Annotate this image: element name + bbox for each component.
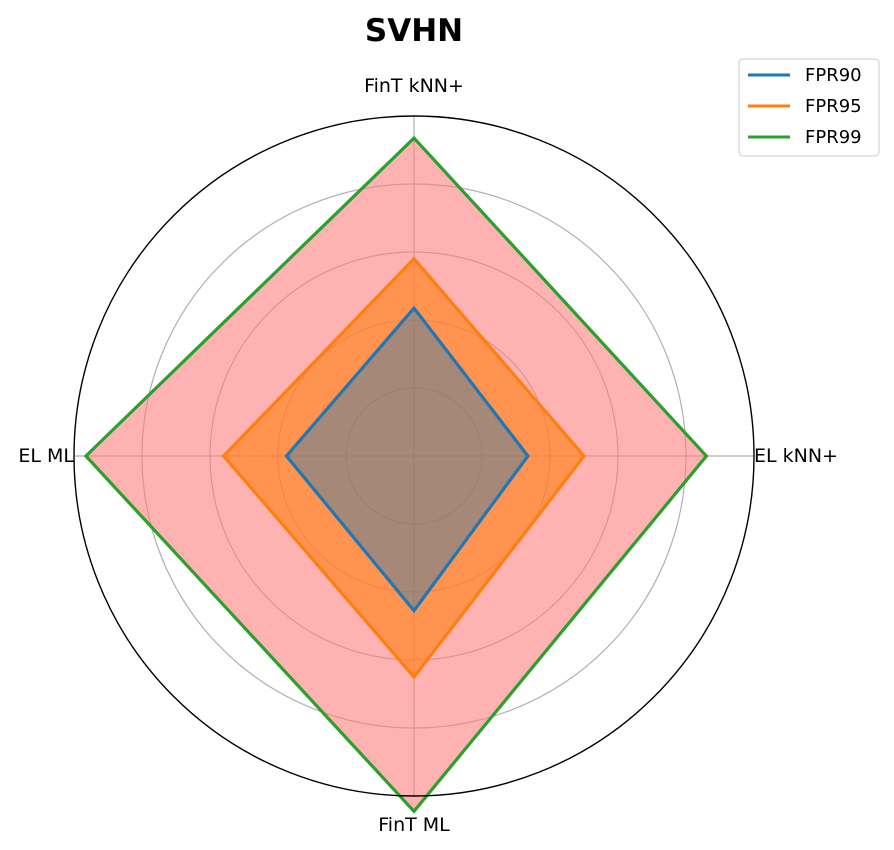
series-fill-fpr90 bbox=[286, 308, 528, 611]
series-line-fpr99 bbox=[83, 135, 709, 814]
series-lines bbox=[83, 135, 709, 814]
axis-label-fint-ml: FinT ML bbox=[378, 814, 450, 836]
chart-title: SVHN bbox=[365, 13, 463, 49]
axis-label-fint-knn: FinT kNN+ bbox=[364, 75, 464, 97]
legend-label-fpr90: FPR90 bbox=[805, 65, 862, 86]
legend: FPR90 FPR95 FPR99 bbox=[738, 58, 880, 157]
legend-label-fpr95: FPR95 bbox=[805, 96, 862, 117]
series-line-fpr95 bbox=[221, 256, 587, 680]
outer-ring bbox=[73, 115, 755, 797]
series-line-fpr90 bbox=[284, 305, 530, 614]
legend-box bbox=[738, 58, 880, 157]
axis-label-el-knn: EL kNN+ bbox=[754, 445, 838, 467]
series-fills bbox=[85, 138, 707, 812]
legend-label-fpr99: FPR99 bbox=[805, 127, 862, 148]
axis-label-el-ml: EL ML bbox=[18, 445, 74, 467]
